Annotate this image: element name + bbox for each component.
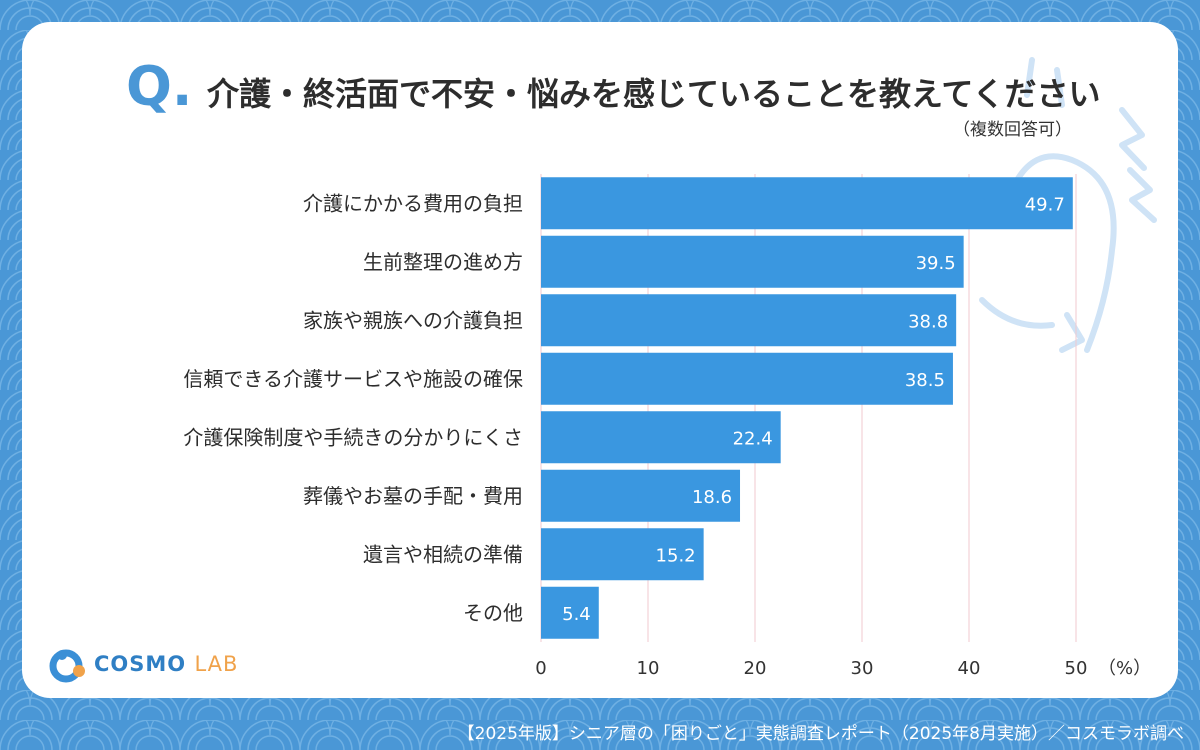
chart-card: Q. 介護・終活面で不安・悩みを感じていることを教えてください （複数回答可） … <box>22 22 1178 698</box>
multiple-answer-note: （複数回答可） <box>953 120 1072 140</box>
worried-face-illustration <box>979 57 1157 353</box>
bar <box>541 528 704 581</box>
question-mark: Q. <box>126 55 193 118</box>
category-label: 介護にかかる費用の負担 <box>303 191 523 215</box>
data-label: 38.5 <box>905 370 945 391</box>
x-tick-label: 10 <box>637 658 660 679</box>
bar <box>541 411 781 464</box>
category-label: 遺言や相続の準備 <box>363 542 523 566</box>
x-tick-label: 50 <box>1065 658 1088 679</box>
bar <box>541 469 741 522</box>
cosmo-lab-logo-icon <box>49 649 85 683</box>
category-label: 家族や親族への介護負担 <box>303 308 523 332</box>
logo-sub-text: LAB <box>194 652 239 676</box>
bar <box>541 235 964 288</box>
x-axis-unit: （%） <box>1098 658 1151 679</box>
source-footer: 【2025年版】シニア層の「困りごと」実態調査レポート（2025年8月実施）／コ… <box>457 724 1184 744</box>
data-label: 5.4 <box>562 604 591 625</box>
bar <box>541 586 599 639</box>
data-label: 18.6 <box>692 487 732 508</box>
data-label: 15.2 <box>656 545 696 566</box>
bar <box>541 352 953 405</box>
x-tick-label: 30 <box>851 658 874 679</box>
category-label: その他 <box>463 601 523 625</box>
data-label: 39.5 <box>916 253 956 274</box>
category-label: 葬儀やお墓の手配・費用 <box>303 484 523 508</box>
data-label: 22.4 <box>733 428 773 449</box>
category-label: 信頼できる介護サービスや施設の確保 <box>183 367 523 391</box>
x-tick-label: 40 <box>958 658 981 679</box>
logo-wordmark: COSMO LAB <box>94 652 238 676</box>
chart-title: 介護・終活面で不安・悩みを感じていることを教えてください <box>207 75 1101 113</box>
category-label: 介護保険制度や手続きの分かりにくさ <box>183 425 523 449</box>
category-label: 生前整理の進め方 <box>363 250 523 274</box>
x-tick-label: 0 <box>535 658 546 679</box>
logo-main-text: COSMO <box>94 652 187 676</box>
x-tick-label: 20 <box>744 658 767 679</box>
bar <box>541 294 957 347</box>
bar <box>541 177 1073 230</box>
data-label: 38.8 <box>908 311 948 332</box>
data-label: 49.7 <box>1025 194 1065 215</box>
cosmo-lab-logo: COSMO LAB <box>48 644 238 684</box>
bar-chart: 介護にかかる費用の負担 49.7 生前整理の進め方 39.5 家族や親族への介護負担 38… <box>183 174 1151 679</box>
